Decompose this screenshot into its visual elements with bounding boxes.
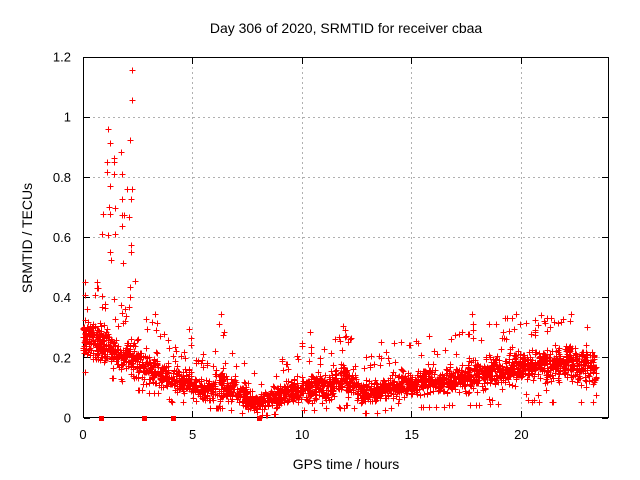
flag-points-squares <box>99 416 262 421</box>
plot-border <box>83 57 609 418</box>
x-tick-label: 10 <box>295 427 309 442</box>
y-tick-label: 0.8 <box>53 170 71 185</box>
scatter-points-srmtid <box>80 67 600 419</box>
y-tick-label: 0.6 <box>53 230 71 245</box>
x-tick-label: 15 <box>405 427 419 442</box>
x-tick-label: 0 <box>79 427 86 442</box>
x-tick-label: 5 <box>189 427 196 442</box>
y-tick-label: 0.2 <box>53 350 71 365</box>
y-tick-label: 0.4 <box>53 290 71 305</box>
y-tick-label: 1 <box>64 110 71 125</box>
x-axis-label: GPS time / hours <box>292 456 400 472</box>
y-tick-label: 1.2 <box>53 50 71 65</box>
x-tick-label: 20 <box>514 427 528 442</box>
y-tick-label: 0 <box>64 411 71 426</box>
chart-title: Day 306 of 2020, SRMTID for receiver cba… <box>209 20 483 36</box>
